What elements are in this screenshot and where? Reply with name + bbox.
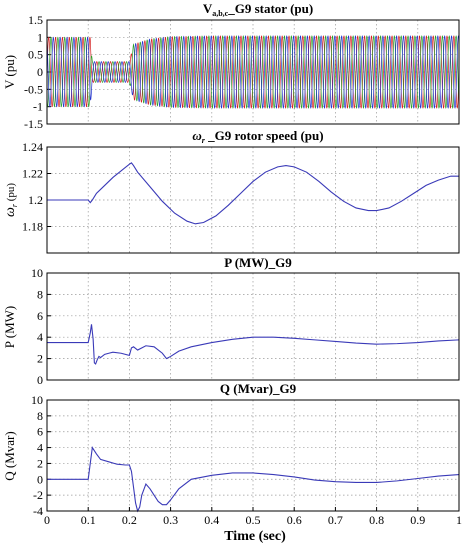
x-tick-label: 0.7 bbox=[328, 513, 343, 527]
x-tick-label: 0.3 bbox=[163, 513, 178, 527]
y-tick-label: 6 bbox=[37, 309, 43, 323]
x-tick-label: 0.1 bbox=[81, 513, 96, 527]
reactive-power-line bbox=[47, 446, 460, 513]
reactive-power-ylabel: Q (Mvar) bbox=[2, 431, 17, 480]
y-tick-label: 1.18 bbox=[22, 220, 43, 234]
active-power-axes-box bbox=[46, 272, 460, 381]
stator-voltage-phase-b-line bbox=[47, 35, 459, 109]
y-tick-label: 2 bbox=[37, 352, 43, 366]
x-tick-label: 0.4 bbox=[204, 513, 219, 527]
y-tick-label: -1.5 bbox=[24, 117, 43, 131]
x-axis-label: Time (sec) bbox=[224, 529, 286, 544]
active-power-title: P (MW)_G9 bbox=[224, 255, 292, 270]
active-power-grid bbox=[47, 273, 459, 380]
rotor-speed-ylabel: ωr (pu) bbox=[3, 183, 19, 217]
panel-stator-voltage: Va,b,c_G9 stator (pu) V (pu) -1.5 -1 -0.5 0… bbox=[2, 1, 460, 131]
y-tick-label: 10 bbox=[31, 266, 43, 280]
y-tick-label: 0.5 bbox=[28, 48, 43, 62]
panel-active-power: P (MW)_G9 P (MW) 0 2 4 6 8 10 bbox=[2, 255, 460, 387]
y-tick-label: 1.5 bbox=[28, 13, 43, 27]
stator-voltage-axes-box bbox=[46, 19, 460, 125]
rotor-speed-axes-box bbox=[46, 146, 460, 254]
rotor-speed-line bbox=[47, 162, 459, 225]
rotor-speed-title: ωr _G9 rotor speed (pu) bbox=[192, 128, 323, 145]
y-tick-label: 0 bbox=[37, 373, 43, 387]
active-power-ylabel: P (MW) bbox=[2, 306, 17, 349]
x-tick-label: 0.2 bbox=[122, 513, 137, 527]
x-tick-label: 0.9 bbox=[410, 513, 425, 527]
x-tick-label: 0.6 bbox=[287, 513, 302, 527]
x-tick-label: 0 bbox=[44, 513, 50, 527]
x-tick-label: 0.8 bbox=[369, 513, 384, 527]
rotor-speed-yticks: 1.18 1.2 1.22 1.24 bbox=[22, 140, 51, 254]
y-tick-label: 10 bbox=[31, 393, 43, 407]
stator-voltage-phase-c-line bbox=[47, 35, 459, 109]
panel-rotor-speed: ωr _G9 rotor speed (pu) ωr (pu) 1.181.21… bbox=[3, 128, 460, 254]
y-tick-label: 2 bbox=[37, 456, 43, 470]
y-tick-label: 1.22 bbox=[22, 167, 43, 181]
y-tick-label: 1.24 bbox=[22, 140, 43, 154]
y-tick-label: -2 bbox=[33, 488, 43, 502]
active-power-line bbox=[47, 324, 460, 365]
reactive-power-yticks: -4 -2 0 24 6 8 10 bbox=[31, 393, 51, 518]
x-tick-label: 0.5 bbox=[246, 513, 261, 527]
y-tick-label: 4 bbox=[37, 330, 43, 344]
reactive-power-axes-box bbox=[46, 399, 460, 512]
y-tick-label: 4 bbox=[37, 441, 43, 455]
y-tick-label: 0 bbox=[37, 65, 43, 79]
y-tick-label: 1 bbox=[37, 30, 43, 44]
stator-voltage-phase-a-line bbox=[47, 35, 459, 109]
rotor-speed-grid bbox=[47, 147, 459, 253]
y-tick-label: -1 bbox=[33, 100, 43, 114]
reactive-power-xticks: 0 0.1 0.2 0.3 0.4 0.5 0.6 0.7 0.8 0.9 1 bbox=[44, 507, 462, 527]
y-tick-label: -4 bbox=[33, 504, 43, 518]
y-tick-label: -0.5 bbox=[24, 82, 43, 96]
y-tick-label: 8 bbox=[37, 287, 43, 301]
stator-voltage-plot-area bbox=[47, 35, 459, 109]
y-tick-label: 8 bbox=[37, 409, 43, 423]
stator-voltage-title: Va,b,c_G9 stator (pu) bbox=[203, 1, 313, 18]
y-tick-label: 6 bbox=[37, 425, 43, 439]
active-power-yticks: 0 2 4 6 8 10 bbox=[31, 266, 51, 387]
reactive-power-title: Q (Mvar)_G9 bbox=[220, 381, 297, 396]
y-tick-label: 1.2 bbox=[28, 193, 43, 207]
x-tick-label: 1 bbox=[456, 513, 462, 527]
stator-voltage-ylabel: V (pu) bbox=[2, 55, 17, 89]
y-tick-label: 0 bbox=[37, 472, 43, 486]
